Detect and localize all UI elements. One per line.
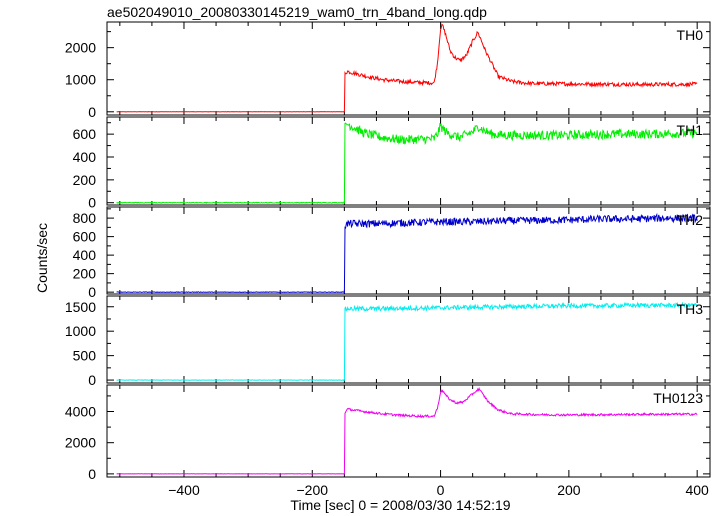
y-tick-label-TH0123: 0: [88, 466, 96, 482]
x-tick-label: −200: [297, 482, 329, 498]
y-tick-label-TH1: 600: [73, 126, 97, 142]
panel-label-TH1: TH1: [677, 122, 704, 138]
x-tick-label: 200: [557, 482, 581, 498]
y-tick-label-TH2: 0: [88, 284, 96, 300]
y-tick-label-TH0: 1000: [65, 72, 96, 88]
y-tick-label-TH0123: 4000: [65, 404, 96, 420]
panel-frame-TH0123: [106, 384, 711, 478]
y-tick-label-TH0: 0: [88, 104, 96, 120]
y-tick-label-TH0123: 2000: [65, 435, 96, 451]
panel-label-TH2: TH2: [677, 212, 704, 228]
x-tick-label: 0: [437, 482, 445, 498]
y-tick-label-TH2: 400: [73, 247, 97, 263]
series-line-TH0123: [116, 387, 698, 475]
series-line-TH3: [116, 301, 698, 381]
y-tick-label-TH0: 2000: [65, 40, 96, 56]
y-tick-label-TH3: 1000: [65, 323, 96, 339]
x-axis-label: Time [sec] 0 = 2008/03/30 14:52:19: [290, 497, 510, 513]
y-axis-label: Counts/sec: [34, 223, 50, 293]
panel-frame-TH0: [106, 21, 711, 116]
x-tick-label: −400: [168, 482, 200, 498]
series-line-TH1: [116, 122, 698, 204]
series-line-TH0: [116, 23, 698, 113]
y-tick-label-TH1: 400: [73, 149, 97, 165]
chart-title: ae502049010_20080330145219_wam0_trn_4ban…: [107, 4, 487, 20]
series-line-TH2: [116, 212, 698, 294]
x-tick-label: 400: [685, 482, 709, 498]
y-tick-label-TH3: 1500: [65, 299, 96, 315]
y-tick-label-TH3: 0: [88, 372, 96, 388]
y-tick-label-TH1: 0: [88, 195, 96, 211]
y-tick-label-TH2: 200: [73, 266, 97, 282]
panel-label-TH0123: TH0123: [653, 390, 703, 406]
y-tick-label-TH1: 200: [73, 172, 97, 188]
y-tick-label-TH2: 800: [73, 210, 97, 226]
panel-label-TH0: TH0: [677, 27, 704, 43]
y-tick-label-TH3: 500: [73, 348, 97, 364]
y-tick-label-TH2: 600: [73, 229, 97, 245]
panel-label-TH3: TH3: [677, 301, 704, 317]
